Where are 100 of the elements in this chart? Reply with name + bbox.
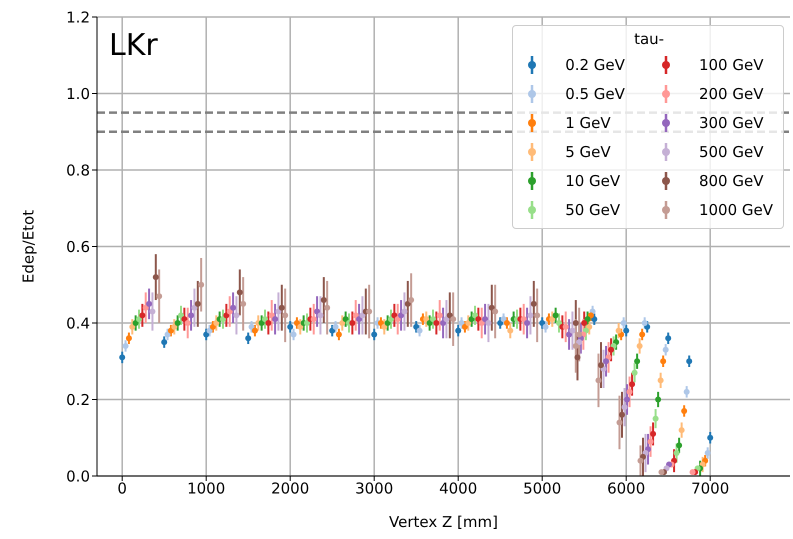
point (168, 328, 174, 334)
point (198, 282, 204, 288)
point (230, 304, 236, 311)
point (468, 316, 475, 322)
point (136, 316, 142, 322)
point (349, 320, 356, 326)
point (472, 312, 478, 318)
legend-label: 50 GeV (565, 200, 620, 218)
point (634, 358, 640, 364)
point (378, 320, 384, 326)
point (371, 331, 378, 338)
point (317, 312, 324, 318)
point (690, 469, 696, 476)
point (356, 316, 362, 322)
point (458, 320, 465, 326)
point (482, 316, 488, 322)
point (686, 358, 692, 364)
point (126, 335, 132, 342)
point (384, 320, 391, 326)
legend-label: 300 GeV (698, 114, 764, 132)
point (132, 320, 139, 326)
x-axis-title: Vertex Z [mm] (389, 513, 498, 531)
point (591, 316, 598, 322)
y-axis-title: Edep/Etot (19, 210, 38, 284)
point (188, 312, 194, 318)
point (152, 274, 159, 280)
point (320, 297, 327, 304)
legend-title: tau- (633, 30, 666, 48)
point (616, 328, 622, 334)
legend-label: 0.2 GeV (565, 56, 625, 74)
point (413, 324, 420, 330)
point (191, 304, 198, 311)
point (240, 300, 246, 307)
legend-label: 5 GeV (565, 142, 611, 160)
point (314, 308, 320, 315)
annotation: LKr (109, 28, 158, 63)
point (233, 312, 240, 318)
point (436, 312, 443, 318)
legend-label: 10 GeV (565, 172, 620, 190)
point (440, 320, 446, 326)
point (430, 316, 436, 322)
point (262, 316, 268, 322)
point (329, 328, 336, 334)
point (278, 304, 285, 311)
point (507, 328, 514, 334)
point (504, 320, 510, 326)
point (156, 293, 162, 300)
x-tick-label: 6000 (607, 480, 646, 498)
point (450, 316, 456, 322)
point (433, 320, 440, 326)
point (265, 320, 272, 326)
point (294, 320, 300, 326)
point (203, 331, 210, 338)
point (632, 370, 638, 376)
point (164, 331, 171, 338)
point (527, 312, 534, 318)
point (650, 430, 656, 437)
point (223, 312, 230, 318)
point (497, 320, 504, 326)
point (658, 377, 664, 384)
point (576, 331, 582, 338)
point (310, 316, 317, 322)
point (248, 324, 255, 330)
y-tick-label: 0.4 (66, 314, 90, 332)
point (652, 416, 659, 422)
point (603, 358, 610, 364)
point (398, 312, 404, 318)
point (662, 346, 669, 353)
point (616, 419, 622, 426)
point (268, 312, 275, 318)
point (485, 320, 492, 326)
point (391, 312, 398, 318)
legend-label: 1 GeV (565, 114, 611, 132)
point (584, 316, 591, 322)
point (556, 320, 562, 326)
point (639, 331, 646, 338)
point (404, 300, 411, 307)
x-tick-label: 7000 (691, 480, 730, 498)
point (194, 300, 201, 307)
y-tick-label: 1.0 (66, 84, 90, 103)
point (178, 312, 184, 318)
point (245, 335, 252, 342)
point (462, 324, 468, 330)
y-tick-label: 1.2 (66, 8, 90, 26)
point (608, 346, 614, 353)
point (258, 320, 265, 326)
point (394, 316, 401, 322)
point (620, 320, 627, 326)
y-tick-label: 0.6 (66, 238, 90, 256)
point (324, 304, 330, 311)
point (581, 320, 588, 326)
point (574, 354, 580, 360)
point (534, 312, 540, 318)
point (681, 408, 688, 414)
point (660, 358, 666, 364)
point (619, 412, 625, 418)
point (524, 320, 530, 326)
point (626, 388, 633, 395)
x-tick-label: 3000 (355, 480, 394, 498)
point (282, 312, 288, 318)
